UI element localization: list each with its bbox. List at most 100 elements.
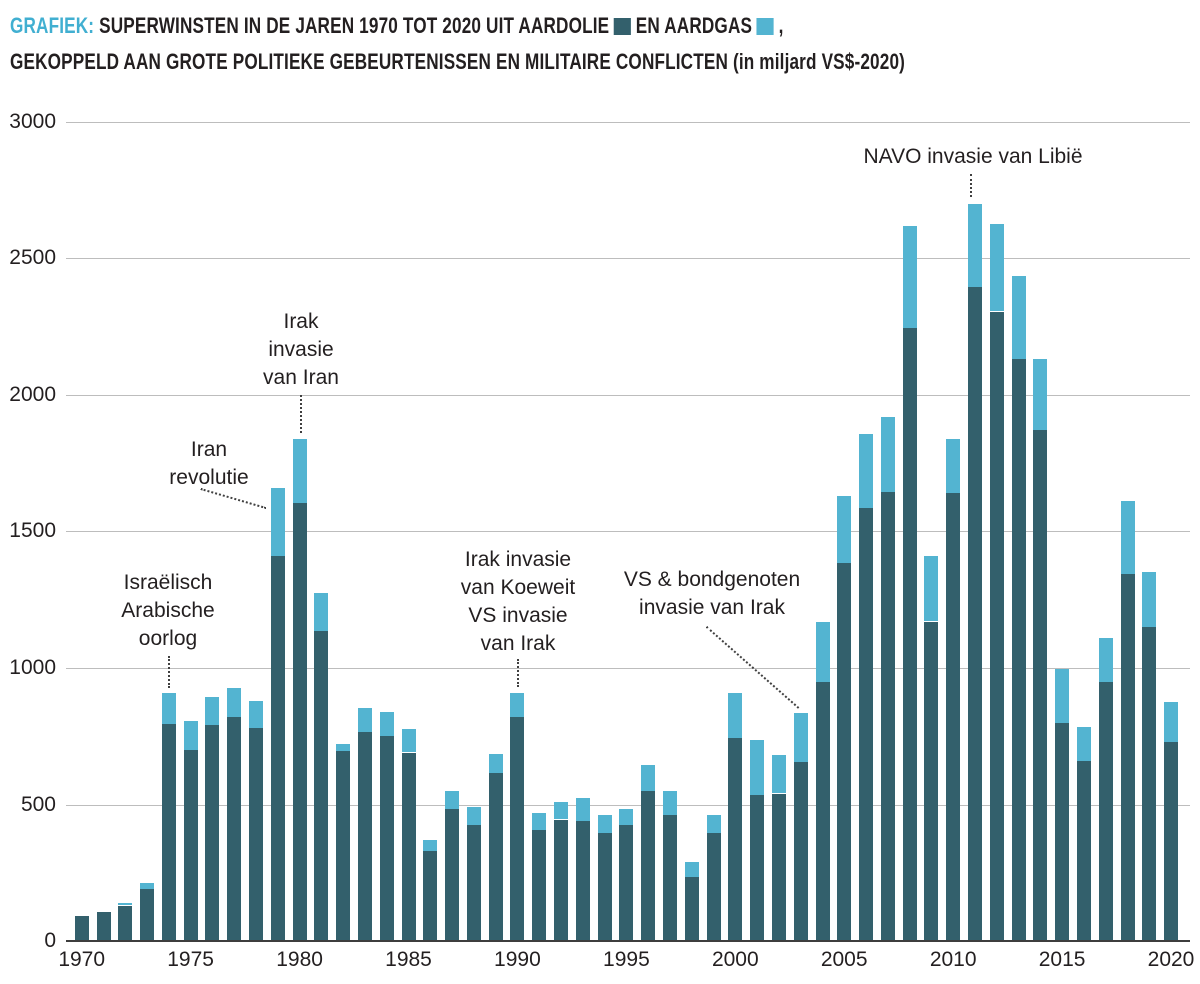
bar-aardgas-1994 (597, 815, 612, 834)
bar-aardolie-1994 (597, 833, 612, 941)
annotation-label-1980: Irak invasie van Iran (141, 308, 461, 392)
x-tick-label-1995: 1995 (603, 948, 650, 971)
bar-aardgas-2009 (924, 555, 939, 622)
y-tick-label-0: 0 (44, 929, 56, 952)
bar-aardgas-1997 (662, 790, 677, 816)
bar-aardolie-1990 (510, 717, 525, 941)
bar-aardolie-1972 (118, 905, 133, 941)
annotation-text-line: Arabische (121, 599, 215, 622)
bar-aardolie-2013 (1011, 359, 1026, 941)
grid-line-1500 (66, 531, 1190, 533)
title-line-1: GRAFIEK: SUPERWINSTEN IN DE JAREN 1970 T… (10, 8, 1180, 44)
grid-line-2500 (66, 258, 1190, 260)
bar-aardgas-1976 (205, 696, 220, 726)
annotation-leader-line-1990 (517, 659, 519, 687)
bar-aardolie-2017 (1098, 681, 1113, 941)
bar-aardolie-1988 (466, 824, 481, 941)
bar-aardolie-1973 (140, 889, 155, 941)
bar-aardolie-1995 (619, 824, 634, 941)
bar-aardolie-2010 (946, 493, 961, 941)
bar-aardgas-1975 (183, 721, 198, 750)
bar-aardolie-2009 (924, 621, 939, 941)
bar-aardgas-1986 (423, 840, 438, 851)
bar-aardolie-1993 (575, 820, 590, 941)
bar-aardgas-2014 (1033, 359, 1048, 431)
bar-aardgas-1983 (357, 707, 372, 733)
grid-line-2000 (66, 394, 1190, 396)
bar-aardolie-1983 (357, 732, 372, 941)
bar-aardgas-1991 (532, 812, 547, 831)
x-tick-label-2020: 2020 (1147, 948, 1195, 971)
bar-aardgas-2016 (1076, 726, 1091, 761)
title-text-2: EN AARDGAS (635, 13, 753, 38)
bar-aardgas-1988 (466, 807, 481, 825)
grid-line-500 (66, 804, 1190, 806)
y-tick-label-1000: 1000 (9, 655, 56, 679)
bar-aardolie-2011 (968, 286, 982, 941)
bar-aardgas-1989 (488, 753, 503, 773)
annotation-label-2011: NAVO invasie van Libië (813, 143, 1133, 171)
x-tick-label-2015: 2015 (1038, 948, 1086, 971)
bar-aardgas-1999 (706, 815, 721, 834)
annotation-leader-line-1974 (168, 656, 170, 688)
annotation-text-line: Iran (190, 438, 228, 461)
bar-aardolie-2004 (815, 681, 830, 941)
bar-aardgas-1979 (270, 487, 285, 556)
bar-aardgas-1990 (510, 692, 525, 718)
bar-aardgas-1977 (227, 688, 242, 718)
bar-aardolie-1996 (641, 790, 656, 941)
legend-swatch-aardgas (756, 18, 774, 35)
annotation-text-line: Irak (283, 310, 319, 333)
annotation-text-line: van Koeweit (460, 576, 576, 599)
annotation-text-line: invasie van Irak (639, 596, 785, 619)
annotation-text-line: VS invasie (468, 604, 568, 627)
annotation-label-1990: Irak invasie van Koeweit VS invasie van Ira… (358, 546, 678, 658)
annotation-text-line: revolutie (169, 466, 249, 489)
bar-aardolie-1979 (270, 555, 285, 941)
x-tick-label-2005: 2005 (820, 948, 868, 971)
bar-aardgas-2002 (771, 755, 786, 794)
bar-aardgas-1985 (401, 729, 416, 753)
bar-aardgas-2004 (815, 621, 830, 682)
bar-aardolie-1985 (401, 752, 416, 941)
y-tick-label-2500: 2500 (9, 246, 56, 270)
bar-aardolie-1976 (205, 725, 220, 941)
bar-aardolie-2020 (1164, 741, 1178, 941)
annotation-text-line: NAVO invasie van Libië (863, 145, 1083, 168)
y-tick-label-500: 500 (20, 792, 56, 816)
bar-aardgas-2008 (902, 225, 917, 328)
annotation-text-line: VS & bondgenoten (623, 568, 801, 591)
bar-aardgas-1998 (684, 861, 699, 877)
bar-aardgas-1974 (161, 692, 176, 724)
bar-aardgas-2013 (1011, 276, 1026, 360)
bar-aardgas-2000 (728, 692, 743, 738)
title-text-1: SUPERWINSTEN IN DE JAREN 1970 TOT 2020 U… (99, 13, 610, 38)
legend-swatch-aardolie (613, 18, 632, 35)
bar-aardgas-2018 (1120, 501, 1135, 574)
bar-aardolie-2015 (1055, 722, 1070, 941)
bar-aardolie-2014 (1033, 430, 1048, 941)
x-tick-label-1980: 1980 (276, 948, 323, 971)
x-axis-line (66, 940, 1190, 942)
title-line-2: GEKOPPELD AAN GROTE POLITIEKE GEBEURTENI… (10, 49, 906, 74)
bar-aardgas-1980 (292, 438, 307, 503)
annotation-text-line: invasie (268, 338, 334, 361)
grid-line-1000 (66, 667, 1190, 669)
bar-aardgas-1984 (379, 711, 394, 737)
bar-aardolie-1971 (96, 912, 111, 941)
title-tag: GRAFIEK: (10, 13, 95, 38)
bar-aardolie-1998 (684, 876, 699, 941)
bar-aardgas-2006 (859, 434, 873, 509)
bar-aardgas-2020 (1164, 702, 1178, 742)
bar-aardolie-1997 (662, 815, 677, 941)
title-comma: , (778, 13, 784, 38)
bar-aardolie-1977 (227, 717, 242, 941)
bar-aardolie-2008 (902, 327, 917, 941)
bar-aardgas-2019 (1142, 572, 1157, 627)
bar-aardgas-1972 (118, 903, 133, 906)
bar-aardgas-1981 (314, 592, 329, 631)
x-tick-label-1985: 1985 (385, 948, 432, 971)
grid-line-3000 (66, 121, 1190, 123)
bar-aardgas-2003 (793, 713, 808, 763)
